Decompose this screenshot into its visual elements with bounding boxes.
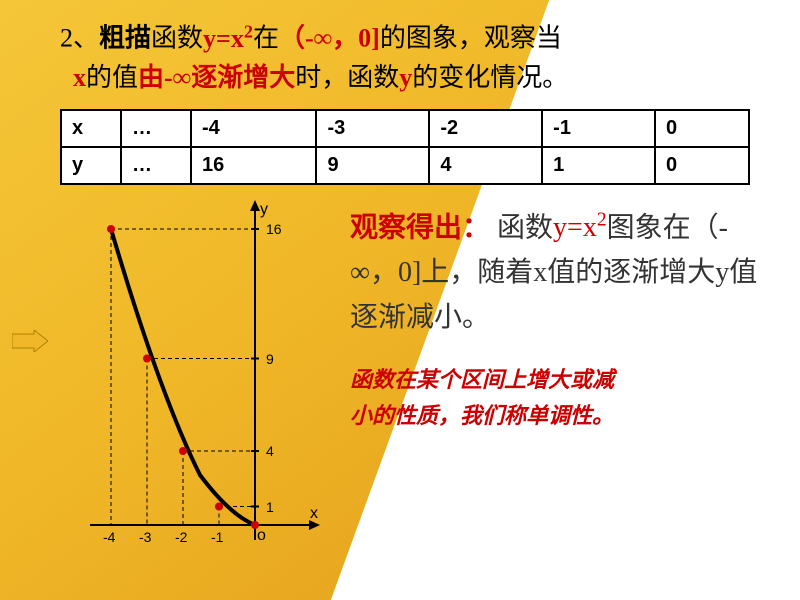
title-t3: 在 [253, 24, 279, 53]
x-tick-label: -2 [175, 529, 187, 545]
title-l2d: 时，函数 [295, 63, 399, 92]
y-axis-label: y [260, 201, 268, 219]
data-point [143, 354, 151, 362]
y-tick-label: 4 [266, 443, 274, 459]
table-cell: -3 [316, 110, 429, 147]
title-x: x [73, 63, 86, 92]
title-t1: 粗描 [99, 24, 151, 53]
conclusion-line2: 小的性质，我们称单调性。 [350, 403, 614, 428]
y-axis-arrow-icon [250, 200, 260, 211]
table-cell: 9 [316, 147, 429, 184]
table-cell: -1 [542, 110, 655, 147]
table-head-y: y [61, 147, 121, 184]
table-cell: -4 [191, 110, 316, 147]
title-y: y [399, 63, 412, 92]
y-tick-label: 1 [266, 499, 274, 515]
parabola-chart: y x o -4 -3 -2 -1 1 4 9 16 [60, 195, 330, 555]
data-point [215, 502, 223, 510]
explanation-text: 观察得出： 函数y=x2图象在（-∞，0]上，随着x值的逐渐增大y值逐渐减小。 … [330, 195, 760, 555]
title-t2: 函数 [151, 24, 203, 53]
chart-svg [60, 195, 330, 555]
table-dots: … [121, 147, 191, 184]
data-point [179, 447, 187, 455]
title-t4: 的图象，观察当 [380, 24, 562, 53]
table-cell: 16 [191, 147, 316, 184]
y-tick-label: 16 [266, 221, 282, 237]
title-l2b: 的值 [86, 63, 138, 92]
question-title: 2、粗描函数y=x2在（-∞，0]的图象，观察当 x的值由-∞逐渐增大时，函数y… [60, 18, 760, 97]
x-tick-label: -3 [139, 529, 151, 545]
conclusion-text: 函数在某个区间上增大或减 小的性质，我们称单调性。 [350, 362, 760, 432]
x-tick-label: -1 [211, 529, 223, 545]
table-head-x: x [61, 110, 121, 147]
title-prefix: 2、 [60, 24, 99, 53]
data-point [107, 225, 115, 233]
interval-text: （-∞，0] [279, 24, 380, 53]
observation-lead: 观察得出： [350, 212, 490, 243]
title-l2c: 由-∞逐渐增大 [138, 63, 295, 92]
arrow-icon [12, 330, 48, 352]
obs-body-a: 函数 [497, 212, 553, 243]
table-cell: 0 [655, 110, 749, 147]
obs-fn: y=x2 [553, 212, 607, 243]
function-name: y=x2 [203, 24, 253, 53]
table-row: x … -4 -3 -2 -1 0 [61, 110, 749, 147]
table-row: y … 16 9 4 1 0 [61, 147, 749, 184]
conclusion-line1: 函数在某个区间上增大或减 [350, 367, 614, 392]
x-axis-label: x [310, 505, 318, 523]
title-l2f: 的变化情况。 [412, 63, 568, 92]
table-dots: … [121, 110, 191, 147]
table-cell: 1 [542, 147, 655, 184]
y-tick-label: 9 [266, 351, 274, 367]
value-table: x … -4 -3 -2 -1 0 y … 16 9 4 1 0 [60, 109, 750, 185]
slide-content: 2、粗描函数y=x2在（-∞，0]的图象，观察当 x的值由-∞逐渐增大时，函数y… [0, 0, 800, 555]
x-tick-label: -4 [103, 529, 115, 545]
origin-label: o [257, 527, 266, 545]
table-cell: -2 [429, 110, 542, 147]
table-cell: 4 [429, 147, 542, 184]
table-cell: 0 [655, 147, 749, 184]
